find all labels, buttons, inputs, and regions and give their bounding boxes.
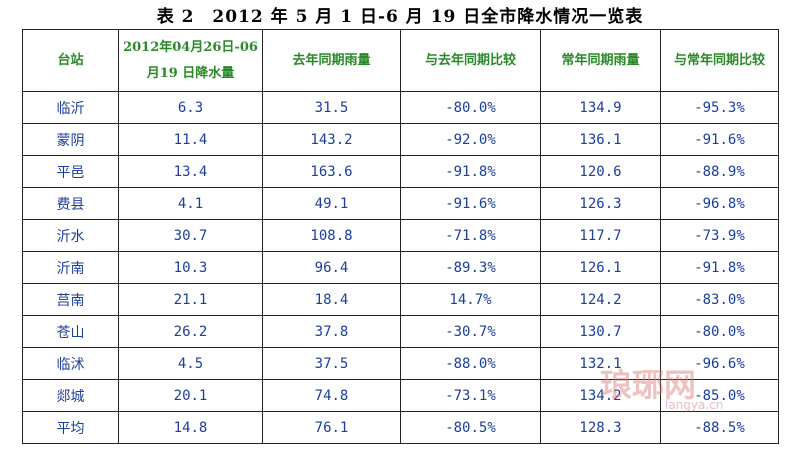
header-line: 2012年04月26日-06 xyxy=(123,39,258,55)
table-row: 费县 4.1 49.1 -91.6% 126.3 -96.8% xyxy=(22,187,779,220)
value-cell: 96.4 xyxy=(262,251,401,284)
value-cell: -96.8% xyxy=(660,187,779,220)
value-cell: 163.6 xyxy=(262,155,401,188)
value-cell: 13.4 xyxy=(118,155,263,188)
value-cell: 18.4 xyxy=(262,283,401,316)
value-cell: 76.1 xyxy=(262,411,401,444)
value-cell: -73.9% xyxy=(660,219,779,252)
value-cell: 26.2 xyxy=(118,315,263,348)
value-cell: 74.8 xyxy=(262,379,401,412)
value-cell: -89.3% xyxy=(400,251,541,284)
value-cell: -88.0% xyxy=(400,347,541,380)
station-cell: 沂水 xyxy=(22,219,119,252)
table-title: 表 2 2012 年 5 月 1 日-6 月 19 日全市降水情况一览表 xyxy=(156,7,644,27)
value-cell: 126.1 xyxy=(540,251,661,284)
table-row: 平均 14.8 76.1 -80.5% 128.3 -88.5% xyxy=(22,411,779,444)
value-cell: 108.8 xyxy=(262,219,401,252)
value-cell: 10.3 xyxy=(118,251,263,284)
station-cell: 蒙阴 xyxy=(22,123,119,156)
table-row: 蒙阴 11.4 143.2 -92.0% 136.1 -91.6% xyxy=(22,123,779,156)
table-row: 平邑 13.4 163.6 -91.8% 120.6 -88.9% xyxy=(22,155,779,188)
table-row: 沂南 10.3 96.4 -89.3% 126.1 -91.8% xyxy=(22,251,779,284)
value-cell: -80.0% xyxy=(660,315,779,348)
watermark-url: langya.cn xyxy=(665,398,724,412)
value-cell: -96.6% xyxy=(660,347,779,380)
header-cell: 去年同期雨量 xyxy=(262,29,401,92)
value-cell: -91.6% xyxy=(660,123,779,156)
watermark: 琅琊网 xyxy=(600,366,697,404)
value-cell: 143.2 xyxy=(262,123,401,156)
table-row: 莒南 21.1 18.4 14.7% 124.2 -83.0% xyxy=(22,283,779,316)
value-cell: 136.1 xyxy=(540,123,661,156)
value-cell: -95.3% xyxy=(660,91,779,124)
value-cell: -83.0% xyxy=(660,283,779,316)
value-cell: 14.8 xyxy=(118,411,263,444)
station-cell: 临沭 xyxy=(22,347,119,380)
value-cell: 126.3 xyxy=(540,187,661,220)
value-cell: 6.3 xyxy=(118,91,263,124)
header-cell: 2012年04月26日-06 月19 日降水量 xyxy=(118,29,263,92)
value-cell: 11.4 xyxy=(118,123,263,156)
value-cell: 4.1 xyxy=(118,187,263,220)
value-cell: -85.0% xyxy=(660,379,779,412)
station-cell: 苍山 xyxy=(22,315,119,348)
value-cell: 120.6 xyxy=(540,155,661,188)
value-cell: -91.8% xyxy=(400,155,541,188)
value-cell: -80.5% xyxy=(400,411,541,444)
value-cell: 128.3 xyxy=(540,411,661,444)
value-cell: 124.2 xyxy=(540,283,661,316)
value-cell: 132.1 xyxy=(540,347,661,380)
value-cell: 134.2 xyxy=(540,379,661,412)
table-row: 沂水 30.7 108.8 -71.8% 117.7 -73.9% xyxy=(22,219,779,252)
header-cell: 台站 xyxy=(22,29,119,92)
value-cell: -73.1% xyxy=(400,379,541,412)
station-cell: 费县 xyxy=(22,187,119,220)
table-row: 临沂 6.3 31.5 -80.0% 134.9 -95.3% xyxy=(22,91,779,124)
value-cell: 21.1 xyxy=(118,283,263,316)
station-cell: 沂南 xyxy=(22,251,119,284)
value-cell: 4.5 xyxy=(118,347,263,380)
table-row: 临沭 4.5 37.5 -88.0% 132.1 -96.6% xyxy=(22,347,779,380)
value-cell: -30.7% xyxy=(400,315,541,348)
value-cell: 20.1 xyxy=(118,379,263,412)
value-cell: -91.6% xyxy=(400,187,541,220)
header-line: 月19 日降水量 xyxy=(146,65,235,81)
value-cell: 37.5 xyxy=(262,347,401,380)
table-row: 郯城 20.1 74.8 -73.1% 134.2 -85.0% xyxy=(22,379,779,412)
value-cell: 14.7% xyxy=(400,283,541,316)
value-cell: -88.9% xyxy=(660,155,779,188)
station-cell: 莒南 xyxy=(22,283,119,316)
station-cell: 平均 xyxy=(22,411,119,444)
table-row: 苍山 26.2 37.8 -30.7% 130.7 -80.0% xyxy=(22,315,779,348)
value-cell: -71.8% xyxy=(400,219,541,252)
header-cell: 常年同期雨量 xyxy=(540,29,661,92)
rainfall-table: 台站 2012年04月26日-06 月19 日降水量 去年同期雨量 与去年同期比较 常年同… xyxy=(22,29,779,444)
value-cell: -88.5% xyxy=(660,411,779,444)
header-cell: 与去年同期比较 xyxy=(400,29,541,92)
station-cell: 临沂 xyxy=(22,91,119,124)
header-row: 台站 2012年04月26日-06 月19 日降水量 去年同期雨量 与去年同期比较 常年同… xyxy=(22,29,779,92)
value-cell: 31.5 xyxy=(262,91,401,124)
value-cell: 30.7 xyxy=(118,219,263,252)
header-cell: 与常年同期比较 xyxy=(660,29,779,92)
value-cell: 134.9 xyxy=(540,91,661,124)
station-cell: 郯城 xyxy=(22,379,119,412)
value-cell: 49.1 xyxy=(262,187,401,220)
value-cell: 37.8 xyxy=(262,315,401,348)
value-cell: -92.0% xyxy=(400,123,541,156)
value-cell: -91.8% xyxy=(660,251,779,284)
value-cell: 130.7 xyxy=(540,315,661,348)
station-cell: 平邑 xyxy=(22,155,119,188)
value-cell: 117.7 xyxy=(540,219,661,252)
table-body: 临沂 6.3 31.5 -80.0% 134.9 -95.3% 蒙阴 11.4 143.2 -92… xyxy=(22,91,779,444)
value-cell: -80.0% xyxy=(400,91,541,124)
